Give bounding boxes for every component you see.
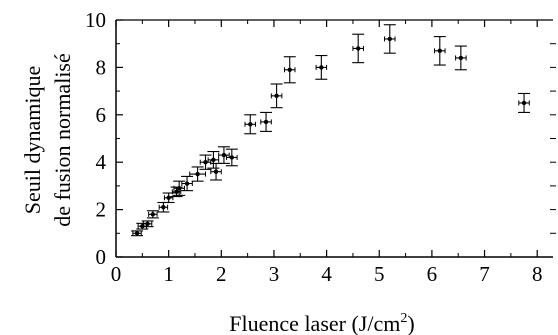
- data-marker: [203, 160, 208, 165]
- y-axis-title: Seuil dynamique de fusion normalisé: [20, 53, 75, 227]
- data-point-12: [210, 162, 223, 181]
- data-marker: [213, 169, 219, 174]
- y-tick-label-5: 10: [85, 8, 106, 32]
- data-point-9: [189, 166, 207, 182]
- x-axis-title-close: ): [407, 311, 414, 335]
- x-tick-label-3: 3: [269, 262, 280, 286]
- data-marker: [176, 186, 182, 191]
- x-tick-label-7: 7: [479, 262, 490, 286]
- data-marker: [184, 181, 190, 186]
- data-point-10: [199, 154, 212, 170]
- data-point-21: [383, 24, 396, 54]
- data-point-20: [352, 33, 365, 64]
- x-axis-title-superscript: 2: [400, 311, 407, 326]
- x-tick-label-6: 6: [427, 262, 438, 286]
- data-point-16: [260, 111, 273, 132]
- data-marker: [263, 119, 269, 125]
- data-marker: [134, 231, 140, 236]
- plot-frame: [115, 19, 553, 258]
- y-tick-label-0: 0: [96, 245, 107, 269]
- data-marker: [319, 65, 324, 70]
- data-marker: [161, 205, 166, 210]
- data-marker: [437, 48, 443, 54]
- data-points: [131, 24, 531, 237]
- y-tick-label-2: 4: [96, 150, 107, 174]
- y-tick-label-4: 8: [96, 55, 107, 79]
- data-marker: [211, 157, 216, 163]
- y-tick-label-1: 2: [96, 198, 107, 222]
- data-marker: [287, 67, 292, 72]
- data-point-0: [131, 230, 144, 237]
- x-axis-title-main: Fluence laser (J/cm: [229, 311, 400, 335]
- data-marker: [387, 36, 392, 42]
- y-axis-title-line-1: Seuil dynamique: [20, 66, 45, 214]
- x-tick-label-2: 2: [216, 262, 227, 286]
- data-point-13: [217, 146, 230, 164]
- data-point-23: [454, 45, 467, 71]
- data-point-2: [141, 220, 154, 228]
- x-axis-ticks: 0 1 2 3 4 5 6 7 8: [111, 20, 543, 286]
- data-point-15: [244, 114, 257, 135]
- x-tick-label-4: 4: [321, 262, 332, 286]
- data-point-7: [173, 180, 186, 196]
- data-point-17: [270, 83, 283, 109]
- data-marker: [248, 122, 253, 127]
- data-point-11: [207, 150, 220, 169]
- data-marker: [274, 93, 279, 99]
- data-marker: [166, 195, 171, 200]
- data-point-22: [433, 36, 446, 66]
- data-marker: [221, 152, 227, 158]
- data-marker: [521, 100, 527, 106]
- right-axis-ticks: [550, 43, 556, 234]
- data-point-8: [181, 175, 194, 192]
- x-tick-label-8: 8: [532, 262, 543, 286]
- y-tick-label-3: 6: [96, 103, 107, 127]
- data-marker: [458, 55, 464, 61]
- x-tick-label-5: 5: [374, 262, 385, 286]
- data-marker: [355, 46, 361, 51]
- data-marker: [229, 155, 235, 160]
- data-marker: [195, 171, 200, 177]
- data-marker: [145, 221, 150, 227]
- data-marker: [150, 212, 156, 217]
- x-tick-label-0: 0: [111, 262, 122, 286]
- data-point-18: [283, 56, 296, 84]
- data-point-5: [162, 192, 175, 204]
- data-point-3: [146, 210, 159, 219]
- data-point-19: [315, 54, 328, 80]
- data-marker: [174, 189, 179, 195]
- y-axis-ticks: 0 2 4 6 8 10: [85, 8, 123, 269]
- x-tick-label-1: 1: [163, 262, 174, 286]
- data-point-4: [157, 201, 170, 213]
- data-point-14: [225, 148, 238, 167]
- y-axis-title-line-2: de fusion normalisé: [50, 53, 75, 227]
- x-axis-title: Fluence laser (J/cm2): [229, 311, 414, 335]
- data-point-24: [518, 92, 531, 113]
